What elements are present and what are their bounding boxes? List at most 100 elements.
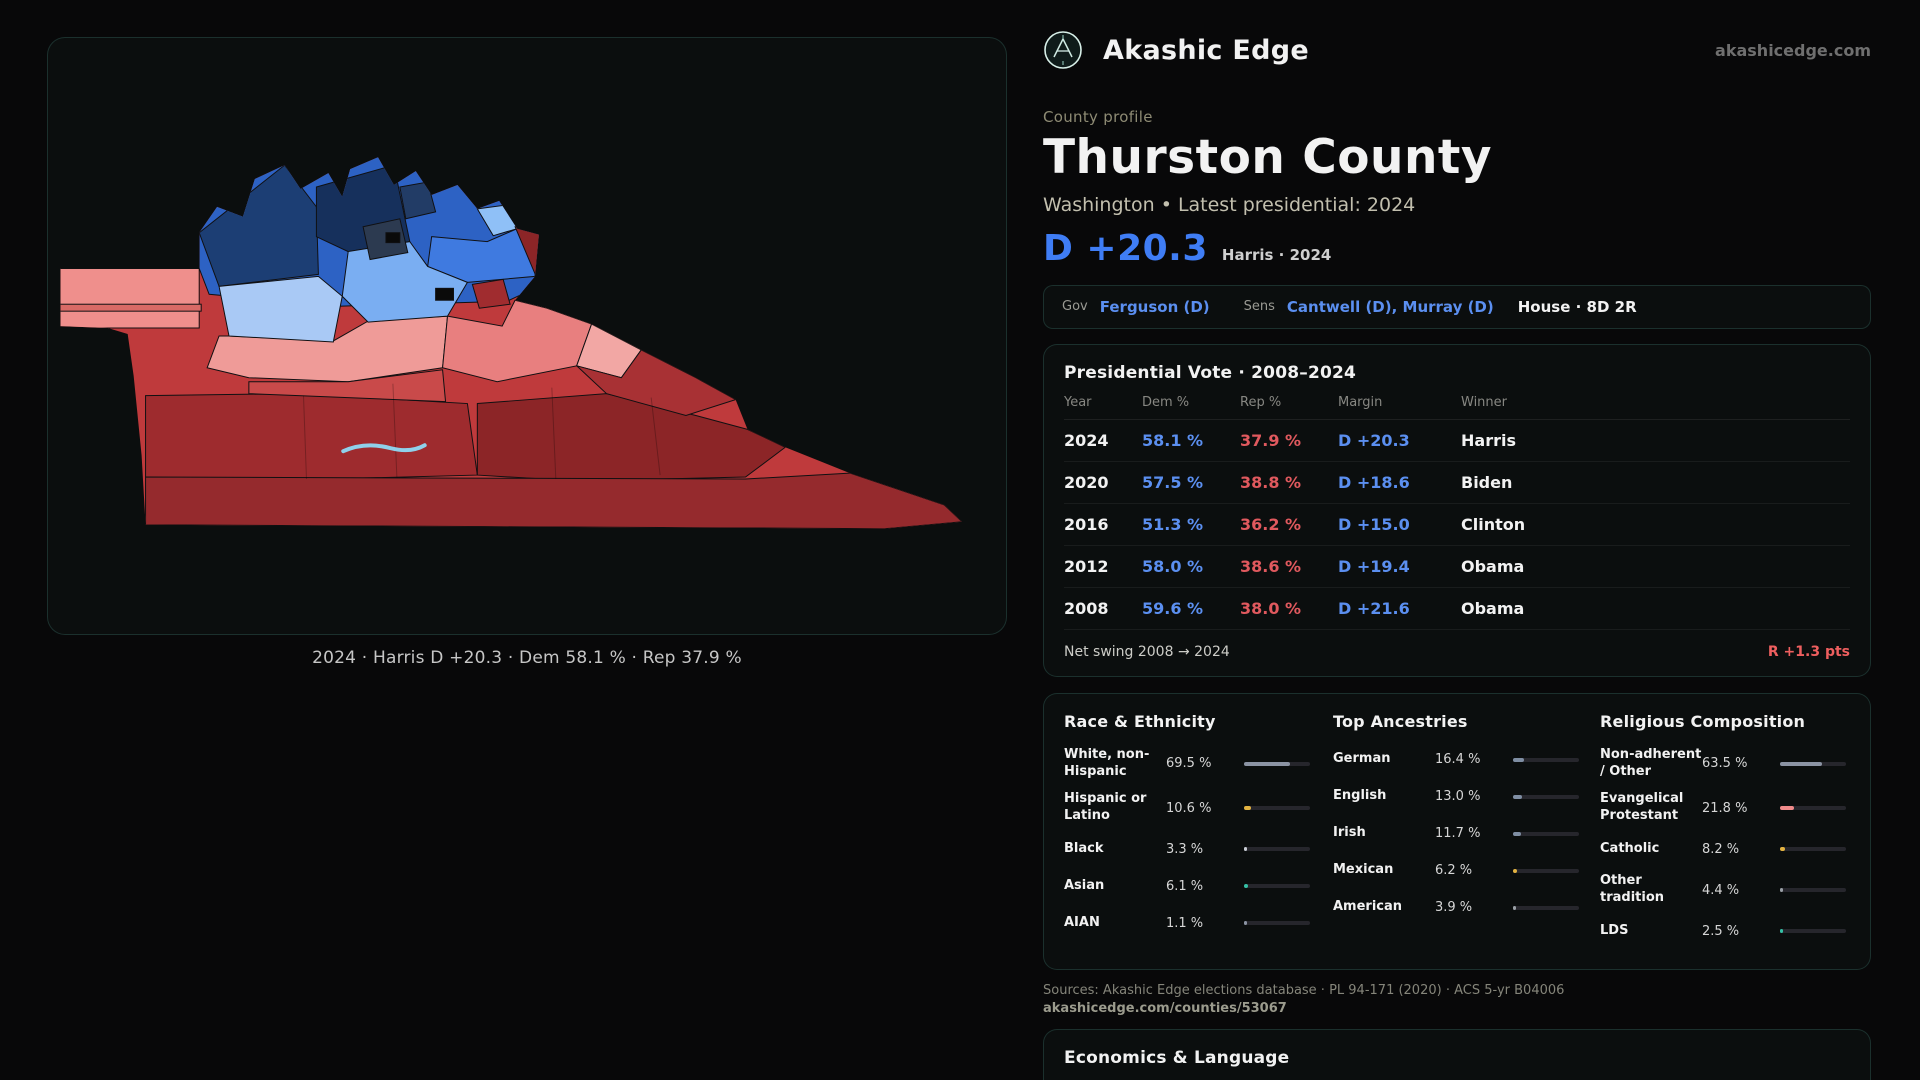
demo-value: 16.4 % xyxy=(1435,752,1481,768)
cell-rep-pct: 38.0 % xyxy=(1240,588,1338,630)
net-swing-label: Net swing 2008 → 2024 xyxy=(1064,643,1230,660)
cell-winner: Obama xyxy=(1461,588,1850,630)
demo-bar-fill xyxy=(1513,868,1518,873)
cell-winner: Clinton xyxy=(1461,504,1850,546)
demo-label: AIAN xyxy=(1064,914,1100,930)
demo-row: English 13.0 % xyxy=(1333,784,1580,810)
demo-bar-track xyxy=(1244,761,1310,766)
demo-value: 21.8 % xyxy=(1702,800,1748,816)
demo-bar-track xyxy=(1513,905,1579,910)
net-swing-row: Net swing 2008 → 2024 R +1.3 pts xyxy=(1064,630,1850,660)
cell-year: 2020 xyxy=(1064,462,1142,504)
demo-row: Other tradition 4.4 % xyxy=(1600,873,1850,907)
county-precinct-map[interactable] xyxy=(48,38,1006,634)
table-row: 2024 58.1 % 37.9 % D +20.3 Harris xyxy=(1064,420,1850,462)
governor-link[interactable]: Ferguson (D) xyxy=(1099,297,1210,316)
cell-winner: Harris xyxy=(1461,420,1850,462)
county-precinct-map-panel[interactable] xyxy=(47,37,1007,635)
site-header: Akashic Edge akashicedge.com xyxy=(1043,28,1871,72)
demo-value: 3.3 % xyxy=(1166,841,1204,857)
cell-rep-pct: 36.2 % xyxy=(1240,504,1338,546)
cell-dem-pct: 59.6 % xyxy=(1142,588,1240,630)
demo-row: Catholic 8.2 % xyxy=(1600,836,1850,862)
demo-bar-fill xyxy=(1513,905,1516,910)
demo-bar-fill xyxy=(1244,884,1249,889)
demo-value: 2.5 % xyxy=(1702,923,1740,939)
demo-label: Irish xyxy=(1333,825,1366,841)
race-ethnicity-title: Race & Ethnicity xyxy=(1064,711,1216,731)
demo-bar-fill xyxy=(1513,757,1524,762)
table-row: 2016 51.3 % 36.2 % D +15.0 Clinton xyxy=(1064,504,1850,546)
demo-bar-track xyxy=(1780,806,1846,811)
demo-row: Black 3.3 % xyxy=(1064,836,1313,862)
demo-bar-track xyxy=(1780,888,1846,893)
sens-label: Sens xyxy=(1243,299,1275,315)
demo-label: Asian xyxy=(1064,877,1105,893)
demo-row: Mexican 6.2 % xyxy=(1333,858,1580,884)
water-feature xyxy=(341,443,427,454)
demo-value: 10.6 % xyxy=(1166,800,1212,816)
religious-composition-column: Religious Composition Non-adherent / Oth… xyxy=(1600,712,1850,955)
presidential-card-title: Presidential Vote · 2008–2024 xyxy=(1064,362,1357,383)
religious-composition-title: Religious Composition xyxy=(1600,711,1806,731)
cell-rep-pct: 38.6 % xyxy=(1240,546,1338,588)
demographics-grid: Race & Ethnicity White, non-Hispanic 69.… xyxy=(1064,712,1850,955)
cell-dem-pct: 57.5 % xyxy=(1142,462,1240,504)
demo-bar-track xyxy=(1244,921,1310,926)
demo-bar-fill xyxy=(1780,929,1783,934)
demo-label: Other tradition xyxy=(1600,873,1665,906)
net-swing-value: R +1.3 pts xyxy=(1767,643,1850,660)
table-row: 2008 59.6 % 38.0 % D +21.6 Obama xyxy=(1064,588,1850,630)
presidential-table-header: Year Dem % Rep % Margin Winner xyxy=(1064,395,1850,420)
county-subtitle: Washington • Latest presidential: 2024 xyxy=(1043,193,1416,216)
table-row: 2020 57.5 % 38.8 % D +18.6 Biden xyxy=(1064,462,1850,504)
county-profile-panel: Akashic Edge akashicedge.com County prof… xyxy=(1043,28,1871,1080)
demo-row: Hispanic or Latino 10.6 % xyxy=(1064,791,1313,825)
demo-row: American 3.9 % xyxy=(1333,895,1580,921)
demo-value: 4.4 % xyxy=(1702,882,1740,898)
demo-bar-fill xyxy=(1780,888,1783,893)
cell-winner: Obama xyxy=(1461,546,1850,588)
cell-margin: D +21.6 xyxy=(1338,588,1461,630)
demo-value: 3.9 % xyxy=(1435,900,1473,916)
cell-rep-pct: 38.8 % xyxy=(1240,462,1338,504)
col-winner: Winner xyxy=(1461,395,1850,420)
demo-row: Non-adherent / Other 63.5 % xyxy=(1600,747,1850,781)
sources-permalink[interactable]: akashicedge.com/counties/53067 xyxy=(1043,1000,1287,1016)
demo-bar-fill xyxy=(1244,806,1251,811)
house-delegation: House · 8D 2R xyxy=(1517,297,1637,316)
senators-link[interactable]: Cantwell (D), Murray (D) xyxy=(1286,297,1494,316)
akashic-edge-logo-icon xyxy=(1044,31,1082,69)
demo-value: 13.0 % xyxy=(1435,789,1481,805)
cell-year: 2016 xyxy=(1064,504,1142,546)
demo-bar-fill xyxy=(1244,847,1247,852)
demo-row: Irish 11.7 % xyxy=(1333,821,1580,847)
top-ancestries-column: Top Ancestries German 16.4 % English 13.… xyxy=(1333,712,1580,955)
cell-margin: D +19.4 xyxy=(1338,546,1461,588)
cell-margin: D +15.0 xyxy=(1338,504,1461,546)
demo-label: German xyxy=(1333,751,1391,767)
demo-label: Catholic xyxy=(1600,840,1660,856)
demo-bar-fill xyxy=(1244,921,1247,926)
demo-bar-track xyxy=(1244,806,1310,811)
col-rep: Rep % xyxy=(1240,395,1338,420)
headline-margin-note: Harris · 2024 xyxy=(1221,245,1332,264)
demo-row: Asian 6.1 % xyxy=(1064,873,1313,899)
demo-bar-track xyxy=(1513,794,1579,799)
demo-bar-track xyxy=(1244,884,1310,889)
demo-label: Evangelical Protestant xyxy=(1600,791,1684,824)
elected-officials-bar: Gov Ferguson (D) Sens Cantwell (D), Murr… xyxy=(1043,284,1871,329)
brand-domain-link[interactable]: akashicedge.com xyxy=(1715,40,1871,60)
map-caption: 2024 · Harris D +20.3 · Dem 58.1 % · Rep… xyxy=(312,648,742,668)
cell-dem-pct: 51.3 % xyxy=(1142,504,1240,546)
demo-label: White, non-Hispanic xyxy=(1064,746,1150,779)
cell-winner: Biden xyxy=(1461,462,1850,504)
demo-value: 6.1 % xyxy=(1166,878,1204,894)
cell-dem-pct: 58.1 % xyxy=(1142,420,1240,462)
sources-block: Sources: Akashic Edge elections database… xyxy=(1043,982,1871,1017)
demo-row: Evangelical Protestant 21.8 % xyxy=(1600,791,1850,825)
demo-bar-fill xyxy=(1780,806,1795,811)
demo-value: 11.7 % xyxy=(1435,826,1481,842)
economics-language-card: Economics & Language xyxy=(1043,1029,1871,1080)
cell-dem-pct: 58.0 % xyxy=(1142,546,1240,588)
